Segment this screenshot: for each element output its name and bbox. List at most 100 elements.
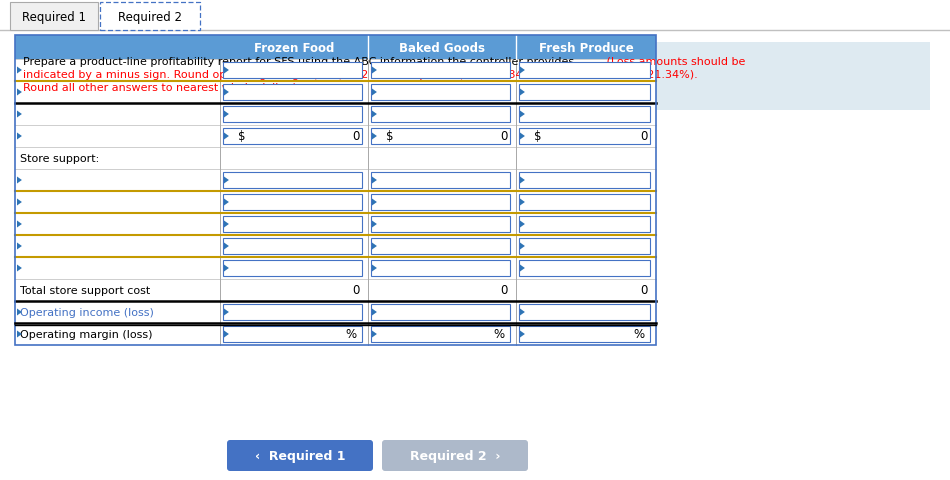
Bar	[15, 43, 930, 111]
Bar	[519, 216, 650, 232]
Polygon shape	[372, 331, 377, 338]
Bar	[15, 82, 656, 104]
Polygon shape	[224, 199, 229, 206]
Polygon shape	[224, 221, 229, 228]
Bar	[371, 63, 510, 79]
Bar	[223, 129, 362, 144]
Polygon shape	[17, 221, 22, 228]
Polygon shape	[224, 243, 229, 250]
Bar	[15, 279, 656, 301]
Polygon shape	[372, 89, 377, 96]
Text: Round all other answers to nearest whole dollar.): Round all other answers to nearest whole…	[23, 83, 296, 93]
Text: Required 1: Required 1	[22, 11, 86, 24]
Bar	[371, 239, 510, 254]
Bar	[15, 36, 656, 345]
Bar	[15, 104, 656, 126]
Polygon shape	[224, 331, 229, 338]
Bar	[223, 63, 362, 79]
Text: 0: 0	[640, 284, 648, 297]
Text: Prepare a product-line profitability report for SFS using the ABC information th: Prepare a product-line profitability rep…	[23, 57, 578, 67]
Text: $: $	[386, 130, 393, 143]
Text: Frozen Food: Frozen Food	[254, 41, 334, 54]
Text: $: $	[534, 130, 542, 143]
Bar	[371, 194, 510, 211]
Text: 0: 0	[501, 284, 508, 297]
Bar	[10, 3, 98, 31]
Polygon shape	[17, 111, 22, 118]
Text: Store support:: Store support:	[20, 154, 99, 164]
Polygon shape	[224, 133, 229, 140]
Bar	[371, 107, 510, 123]
Bar	[371, 173, 510, 189]
Polygon shape	[224, 177, 229, 184]
Bar	[519, 194, 650, 211]
Bar	[15, 301, 656, 324]
Bar	[519, 173, 650, 189]
Polygon shape	[520, 221, 525, 228]
Text: Baked Goods: Baked Goods	[399, 41, 485, 54]
Bar	[223, 326, 362, 342]
Polygon shape	[372, 67, 377, 74]
Polygon shape	[224, 265, 229, 272]
Polygon shape	[520, 89, 525, 96]
Bar	[519, 304, 650, 320]
Polygon shape	[17, 133, 22, 140]
Bar	[371, 304, 510, 320]
Polygon shape	[372, 133, 377, 140]
Polygon shape	[17, 309, 22, 316]
Text: Operating margin (loss): Operating margin (loss)	[20, 329, 153, 339]
Polygon shape	[17, 89, 22, 96]
Text: Required 2: Required 2	[118, 11, 182, 24]
Bar	[223, 107, 362, 123]
Bar	[519, 239, 650, 254]
Bar	[519, 107, 650, 123]
Text: indicated by a minus sign. Round operating margin (loss) to 2 decimal places (i.: indicated by a minus sign. Round operati…	[23, 70, 697, 80]
Bar	[223, 239, 362, 254]
Bar	[223, 304, 362, 320]
Polygon shape	[520, 265, 525, 272]
Text: $: $	[238, 130, 245, 143]
Bar	[15, 148, 656, 169]
Bar	[223, 216, 362, 232]
Bar	[519, 85, 650, 101]
Polygon shape	[372, 177, 377, 184]
Bar	[519, 63, 650, 79]
Polygon shape	[224, 111, 229, 118]
Bar	[15, 236, 656, 257]
Text: Fresh Produce: Fresh Produce	[539, 41, 634, 54]
Polygon shape	[224, 67, 229, 74]
FancyBboxPatch shape	[382, 440, 528, 471]
Text: 0: 0	[352, 130, 360, 143]
Bar	[15, 324, 656, 345]
Polygon shape	[224, 89, 229, 96]
Bar	[15, 257, 656, 279]
Text: (Loss amounts should be: (Loss amounts should be	[603, 57, 746, 67]
Bar	[15, 60, 656, 82]
Bar	[15, 36, 656, 60]
Text: %: %	[345, 328, 356, 341]
Polygon shape	[520, 67, 525, 74]
Bar	[15, 214, 656, 236]
Polygon shape	[520, 199, 525, 206]
Bar	[15, 126, 656, 148]
Bar	[371, 261, 510, 276]
Polygon shape	[372, 309, 377, 316]
Text: 0: 0	[640, 130, 648, 143]
Polygon shape	[520, 177, 525, 184]
Bar	[223, 261, 362, 276]
Bar	[371, 85, 510, 101]
Polygon shape	[224, 309, 229, 316]
Polygon shape	[520, 243, 525, 250]
FancyBboxPatch shape	[227, 440, 373, 471]
Polygon shape	[520, 111, 525, 118]
Text: 0: 0	[501, 130, 508, 143]
Polygon shape	[520, 133, 525, 140]
Bar	[371, 326, 510, 342]
Text: %: %	[493, 328, 504, 341]
Polygon shape	[17, 331, 22, 338]
Bar	[371, 216, 510, 232]
Text: 0: 0	[352, 284, 360, 297]
Polygon shape	[17, 199, 22, 206]
Bar	[223, 194, 362, 211]
Polygon shape	[372, 265, 377, 272]
